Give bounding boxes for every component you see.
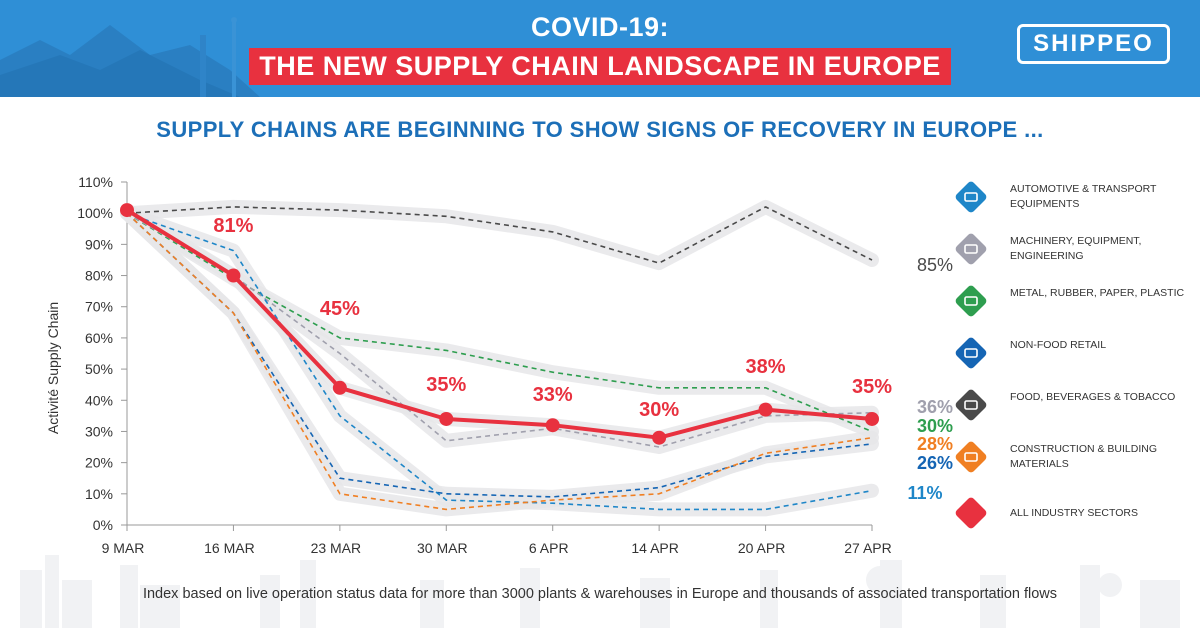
x-tick-label: 9 MAR — [102, 540, 145, 556]
legend-label: CONSTRUCTION & BUILDING MATERIALS — [1010, 443, 1158, 470]
x-tick-label: 20 APR — [738, 540, 785, 556]
food-icon — [955, 389, 987, 421]
data-point — [865, 411, 879, 426]
chart-subtitle: SUPPLY CHAINS ARE BEGINNING TO SHOW SIGN… — [156, 117, 1044, 142]
data-point — [120, 203, 134, 218]
x-tick-label: 30 MAR — [417, 540, 468, 556]
data-label: 35% — [852, 376, 892, 398]
legend-item: NON-FOOD RETAIL — [952, 334, 1192, 374]
series-line — [126, 206, 873, 264]
series-end-label: 28% — [917, 434, 953, 454]
footnote: Index based on live operation status dat… — [142, 586, 1058, 602]
data-label: 35% — [426, 374, 466, 396]
series-end-label: 30% — [917, 416, 953, 436]
y-axis-label: Activité Supply Chain — [45, 302, 61, 434]
x-tick-label: 16 MAR — [204, 540, 255, 556]
data-point — [332, 380, 347, 395]
series-line — [126, 212, 873, 511]
series-end-label: 36% — [917, 397, 953, 417]
legend-item: ALL INDUSTRY SECTORS — [952, 494, 1192, 534]
y-tick-label: 10% — [85, 486, 113, 502]
y-tick-label: 30% — [85, 423, 113, 439]
legend-label: MACHINERY, EQUIPMENT, ENGINEERING — [1010, 235, 1142, 262]
crane-icon — [955, 441, 987, 473]
truck-icon — [955, 181, 987, 213]
legend-label: METAL, RUBBER, PAPER, PLASTIC — [1010, 287, 1185, 299]
x-tick-label: 23 MAR — [311, 540, 362, 556]
y-tick-label: 80% — [85, 268, 113, 284]
series-end-label: 26% — [917, 453, 953, 473]
line-chart: 0% 10% 20% 30% 40% 50% 60% 70% 80% 90% 100% 110% 9 … — [45, 174, 953, 556]
y-tick-label: 70% — [85, 299, 113, 315]
data-label: 45% — [320, 298, 360, 320]
shippeo-logo: SHIPPEO — [1017, 24, 1170, 64]
title-line1: COVID-19: — [530, 12, 670, 42]
data-label: 33% — [533, 384, 573, 406]
header-banner: COVID-19: THE NEW SUPPLY CHAIN LANDSCAPE… — [0, 0, 1200, 97]
series-lines — [120, 203, 879, 511]
header-decoration — [0, 17, 260, 97]
legend-item: METAL, RUBBER, PAPER, PLASTIC — [952, 282, 1192, 322]
legend-item: MACHINERY, EQUIPMENT, ENGINEERING — [952, 230, 1192, 270]
x-tick-label: 27 APR — [844, 540, 891, 556]
legend-label: NON-FOOD RETAIL — [1010, 339, 1107, 351]
data-point — [545, 418, 560, 433]
x-axis: 9 MAR 16 MAR 23 MAR 30 MAR 6 APR 14 APR 20 APR… — [102, 524, 892, 556]
robot-arm-icon — [955, 233, 987, 265]
y-tick-label: 90% — [85, 236, 113, 252]
legend-item: FOOD, BEVERAGES & TOBACCO — [952, 386, 1192, 426]
legend-label: ALL INDUSTRY SECTORS — [1010, 507, 1138, 519]
data-labels: 85%30%36%11%26%28%81%45%35% 33%30%38%35% — [213, 215, 953, 503]
legend-label: FOOD, BEVERAGES & TOBACCO — [1010, 391, 1176, 403]
skyline-decoration — [20, 555, 1180, 628]
title-line2: THE NEW SUPPLY CHAIN LANDSCAPE IN EUROPE — [249, 48, 951, 85]
y-tick-label: 100% — [77, 205, 113, 221]
data-label: 81% — [213, 215, 253, 237]
y-tick-label: 40% — [85, 392, 113, 408]
series-end-label: 85% — [917, 255, 953, 275]
materials-icon — [955, 285, 987, 317]
data-point — [758, 402, 773, 417]
series-line — [125, 208, 873, 440]
y-tick-label: 60% — [85, 330, 113, 346]
x-tick-label: 6 APR — [529, 540, 569, 556]
legend-label: AUTOMOTIVE & TRANSPORT EQUIPMENTS — [1010, 183, 1157, 210]
legend-item: CONSTRUCTION & BUILDING MATERIALS — [952, 438, 1192, 478]
data-point — [439, 411, 454, 426]
y-tick-label: 20% — [85, 455, 113, 471]
series-end-label: 11% — [907, 483, 942, 503]
x-tick-label: 14 APR — [631, 540, 678, 556]
y-tick-label: 50% — [85, 361, 113, 377]
data-point — [652, 430, 667, 445]
legend-item: AUTOMOTIVE & TRANSPORT EQUIPMENTS — [952, 178, 1192, 218]
series-line — [126, 212, 873, 448]
shoe-icon — [955, 337, 987, 369]
y-tick-label: 0% — [93, 517, 113, 533]
series-line — [126, 212, 873, 511]
diamond-icon — [955, 497, 987, 529]
data-label: 38% — [746, 356, 786, 378]
y-tick-label: 110% — [78, 174, 113, 190]
data-label: 30% — [639, 399, 679, 421]
y-axis: 0% 10% 20% 30% 40% 50% 60% 70% 80% 90% 100% 110% — [77, 174, 128, 533]
data-point — [226, 268, 241, 283]
